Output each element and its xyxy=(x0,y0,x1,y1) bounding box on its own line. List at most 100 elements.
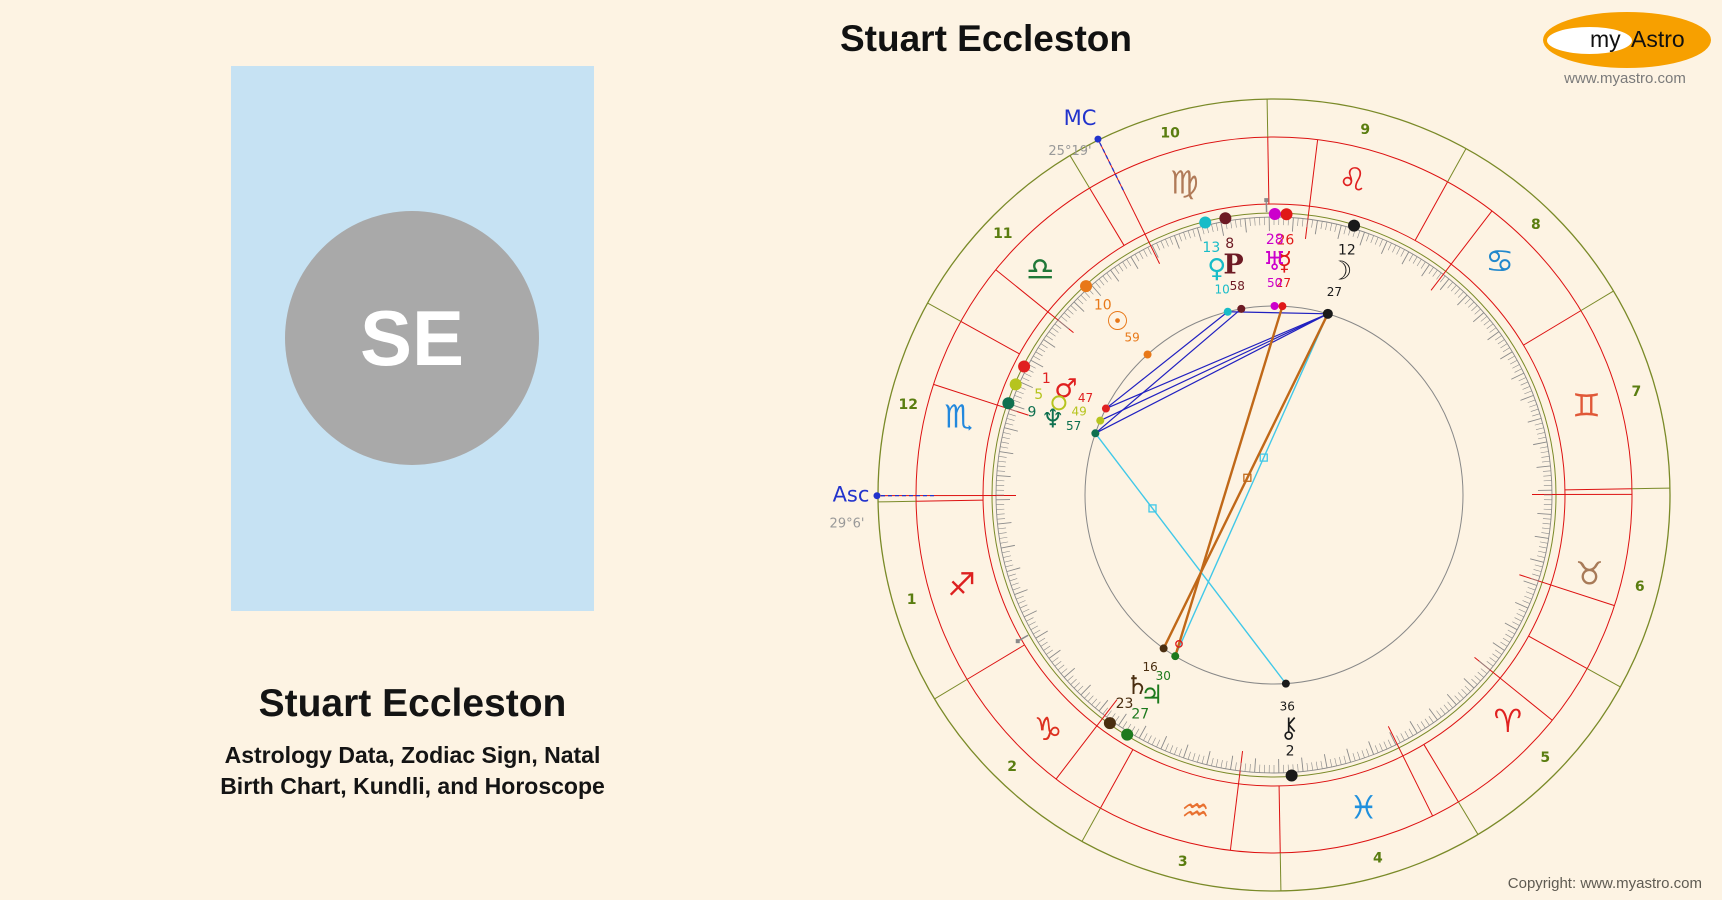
aspect-mercury-jupiter xyxy=(1174,305,1284,657)
mercury-position-dot xyxy=(1280,208,1293,221)
avatar: SE xyxy=(285,211,539,465)
copyright-text: Copyright: www.myastro.com xyxy=(1507,875,1702,892)
sun-position-dot xyxy=(1080,280,1093,293)
moon-anchor-dot xyxy=(1322,308,1333,319)
myastro-logo[interactable]: my Astro xyxy=(1543,12,1711,68)
mc-axis-line xyxy=(1097,138,1124,191)
asc-dot xyxy=(873,492,881,500)
mc-dot xyxy=(1094,135,1102,143)
venus-minutes: 10 xyxy=(1214,282,1229,296)
house-number-10: 10 xyxy=(1160,126,1180,142)
aspect-moon-venus xyxy=(1227,311,1328,315)
sign-glyph-virgo: ♍ xyxy=(1170,164,1199,202)
jupiter-anchor-dot xyxy=(1171,652,1180,661)
pluto-minutes: 58 xyxy=(1230,279,1245,293)
profile-subtitle-line2: Birth Chart, Kundli, and Horoscope xyxy=(220,773,605,799)
venus-position-dot xyxy=(1199,216,1212,229)
sign-glyph-capricorn: ♑ xyxy=(1034,710,1063,748)
chiron-degrees: 2 xyxy=(1286,743,1295,759)
jupiter-position-dot xyxy=(1121,728,1134,741)
sign-glyph-aquarius: ♒ xyxy=(1181,791,1210,829)
neptune-anchor-dot xyxy=(1091,429,1100,438)
aspect-lines xyxy=(1094,305,1329,685)
uranus-minutes: 50 xyxy=(1267,276,1282,290)
house-cusp-lines xyxy=(877,139,1633,851)
logo-text-astro: Astro xyxy=(1631,26,1685,52)
avatar-initials: SE xyxy=(359,293,465,382)
sign-glyph-libra: ♎ xyxy=(1026,250,1055,288)
saturn-degrees: 23 xyxy=(1116,696,1134,712)
neptune-degrees: 9 xyxy=(1028,404,1037,420)
sector-dividers xyxy=(878,99,1670,891)
mercury-anchor-dot xyxy=(1278,302,1287,311)
angle-markers: MC 25°19' Asc 29°6' xyxy=(830,106,1124,532)
degree-ticks xyxy=(996,217,1552,773)
sign-glyph-pisces: ♓ xyxy=(1349,788,1378,826)
uranus-glyph: ♅ xyxy=(1263,247,1286,277)
north-node-glyph xyxy=(1051,395,1067,411)
neptune-position-dot xyxy=(1002,397,1015,410)
saturn-glyph: ♄ xyxy=(1126,671,1149,701)
house-number-6: 6 xyxy=(1635,579,1645,595)
north-node-position-dot xyxy=(1009,378,1022,391)
mars-position-dot xyxy=(1018,360,1031,373)
house-number-3: 3 xyxy=(1178,854,1188,870)
neptune-glyph: ♆ xyxy=(1041,405,1064,435)
pluto-degrees: 8 xyxy=(1225,236,1234,252)
north-node-minutes: 49 xyxy=(1071,405,1086,419)
mars-degrees: 1 xyxy=(1042,371,1051,387)
mercury-degrees: 26 xyxy=(1276,232,1294,248)
page-title: Stuart Eccleston xyxy=(840,18,1132,59)
sign-glyph-leo: ♌ xyxy=(1338,161,1367,199)
logo-text-my: my xyxy=(1590,26,1621,52)
moon-degrees: 12 xyxy=(1338,243,1356,259)
sign-glyph-cancer: ♋ xyxy=(1485,242,1514,280)
saturn-position-dot xyxy=(1103,717,1116,730)
sun-glyph: ☉ xyxy=(1106,307,1129,337)
profile-subtitle-line1: Astrology Data, Zodiac Sign, Natal xyxy=(224,742,601,768)
pluto-position-dot xyxy=(1219,212,1232,225)
house-number-8: 8 xyxy=(1531,217,1541,233)
cusp-pin-markers xyxy=(1015,198,1269,644)
sun-anchor-dot xyxy=(1143,350,1152,359)
aspect-moon-mars xyxy=(1105,313,1329,410)
chiron-anchor-dot xyxy=(1281,679,1290,688)
zodiac-signs: ♈ ♉ ♊ ♋ ♌ ♍ ♎ ♏ ♐ ♑ ♒ ♓ xyxy=(944,161,1603,830)
house-number-5: 5 xyxy=(1540,750,1550,766)
uranus-position-dot xyxy=(1268,208,1281,221)
north-node-anchor-dot xyxy=(1096,416,1105,425)
aspect-venus-mars xyxy=(1105,311,1229,410)
mars-anchor-dot xyxy=(1101,404,1110,413)
logo-white-ellipse xyxy=(1547,27,1632,54)
moon-glyph: ☽ xyxy=(1329,257,1352,287)
pluto-glyph: P xyxy=(1223,250,1243,281)
jupiter-degrees: 27 xyxy=(1131,706,1149,722)
saturn-minutes: 16 xyxy=(1143,660,1158,674)
venus-anchor-dot xyxy=(1223,307,1232,316)
profile-subtitle: Astrology Data, Zodiac Sign, Natal Birth… xyxy=(181,740,644,802)
aspect-symbol xyxy=(1148,504,1157,513)
uranus-anchor-dot xyxy=(1270,302,1279,311)
aspect-anchor-dots xyxy=(1091,302,1333,688)
chiron-minutes: 36 xyxy=(1280,700,1295,714)
aspect-pluto-neptune xyxy=(1094,308,1242,434)
profile-photo-panel: SE xyxy=(231,66,594,611)
mc-degree-value: 25°19' xyxy=(1048,144,1091,159)
mc-label: MC xyxy=(1064,106,1097,130)
jupiter-minutes: 30 xyxy=(1156,669,1171,683)
aspect-symbol xyxy=(1259,453,1268,462)
moon-position-dot xyxy=(1348,219,1361,232)
house-number-1: 1 xyxy=(907,592,917,608)
house-number-4: 4 xyxy=(1373,850,1383,866)
sun-degrees: 10 xyxy=(1094,298,1112,314)
logo-website-url[interactable]: www.myastro.com xyxy=(1564,70,1686,87)
venus-degrees: 13 xyxy=(1202,240,1220,256)
sign-glyph-aries: ♈ xyxy=(1493,702,1522,740)
jupiter-glyph: ♃ xyxy=(1140,681,1163,711)
sign-glyph-gemini: ♊ xyxy=(1572,386,1601,424)
aspect-moon-north-node xyxy=(1100,313,1329,422)
aspect-moon-neptune xyxy=(1095,313,1329,434)
chiron-position-dot xyxy=(1285,769,1298,782)
house-number-9: 9 xyxy=(1360,122,1370,138)
